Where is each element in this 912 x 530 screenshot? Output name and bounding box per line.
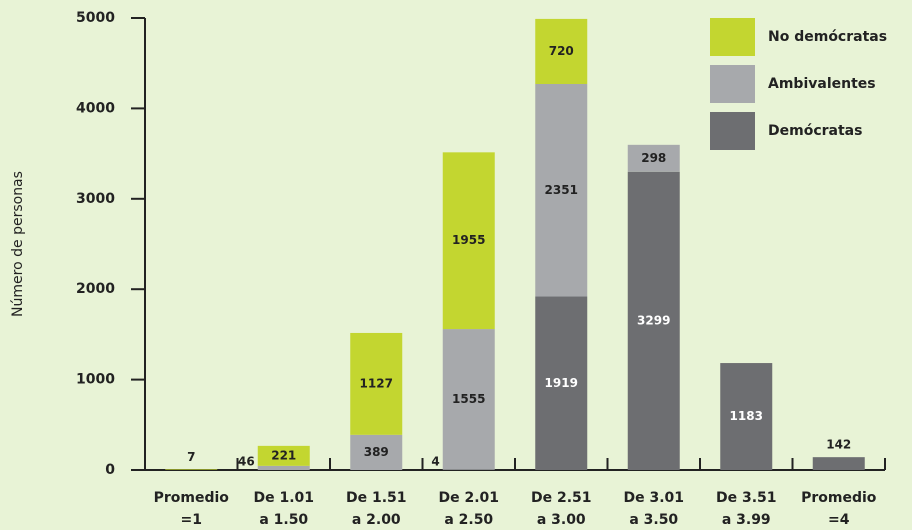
bar-segment: [627, 144, 680, 172]
bar-segment: [720, 363, 773, 470]
x-tick-label: De 1.01: [253, 490, 314, 506]
value-label: 298: [641, 151, 666, 165]
value-label: 720: [549, 44, 574, 58]
x-tick-label: a 2.50: [444, 512, 493, 528]
value-label: 3299: [637, 313, 670, 327]
bar-segment: [535, 83, 588, 297]
value-label: 142: [826, 438, 851, 452]
x-tick-label: Promedio: [801, 490, 877, 506]
value-label: 4: [431, 455, 439, 469]
y-tick-label: 2000: [76, 281, 115, 297]
legend-label: Demócratas: [768, 123, 862, 139]
y-axis-label: Número de personas: [10, 171, 26, 317]
legend-swatch: [710, 65, 755, 103]
value-label: 1919: [545, 376, 578, 390]
x-tick-label: De 3.51: [716, 490, 777, 506]
legend-swatch: [710, 112, 755, 150]
bar-segment: [442, 329, 495, 470]
x-tick-label: Promedio: [154, 490, 230, 506]
legend-label: Ambivalentes: [768, 76, 876, 92]
x-tick-label: a 3.99: [722, 512, 771, 528]
value-label: 1955: [452, 233, 485, 247]
value-label: 2351: [545, 183, 578, 197]
value-label: 46: [238, 455, 255, 469]
x-tick-label: =4: [828, 512, 850, 528]
value-label: 1555: [452, 392, 485, 406]
bar-segment: [257, 445, 310, 466]
y-tick-label: 5000: [76, 10, 115, 26]
bar-segment: [257, 465, 310, 470]
bar-segment: [535, 18, 588, 84]
x-tick-label: a 3.50: [629, 512, 678, 528]
legend-swatch: [710, 18, 755, 56]
y-tick-label: 4000: [76, 100, 115, 116]
value-label: 7: [187, 450, 195, 464]
x-tick-label: De 2.51: [531, 490, 592, 506]
x-tick-label: =1: [181, 512, 202, 528]
value-label: 1183: [730, 409, 763, 423]
legend-label: No demócratas: [768, 29, 887, 45]
bar-segment: [165, 469, 218, 470]
bar-segment: [442, 152, 495, 330]
bar-segment: [812, 457, 865, 470]
x-tick-label: De 2.01: [438, 490, 499, 506]
value-label: 221: [271, 448, 296, 462]
bar-segment: [350, 434, 403, 470]
bar-segment: [535, 296, 588, 470]
x-tick-label: a 2.00: [352, 512, 401, 528]
y-tick-label: 1000: [76, 372, 115, 388]
x-tick-label: De 1.51: [346, 490, 407, 506]
x-tick-label: a 3.00: [537, 512, 586, 528]
bar-segment: [350, 332, 403, 435]
value-label: 1127: [360, 376, 393, 390]
x-tick-label: De 3.01: [623, 490, 684, 506]
x-tick-label: a 1.50: [259, 512, 308, 528]
y-tick-label: 0: [105, 462, 115, 478]
y-tick-label: 3000: [76, 191, 115, 207]
bar-segment: [627, 171, 680, 471]
value-label: 389: [364, 445, 389, 459]
